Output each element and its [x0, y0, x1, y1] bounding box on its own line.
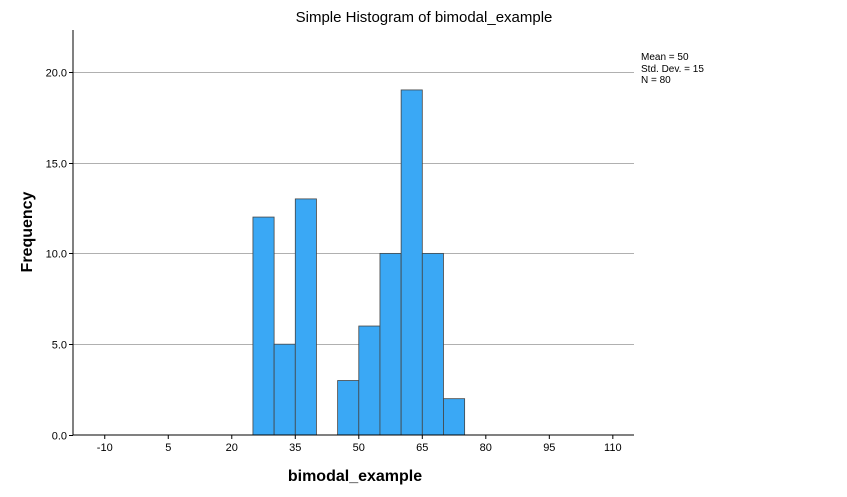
x-tick-label: 95: [543, 442, 555, 454]
x-tick-label: 35: [289, 442, 301, 454]
x-tick-label: 5: [165, 442, 171, 454]
histogram-bar: [421, 252, 444, 436]
y-tick-label: 0.0: [52, 431, 67, 443]
y-tick-label: 20.0: [46, 68, 67, 80]
y-ticks: 0.0 5.0 10.0 15.0 20.0: [46, 68, 73, 443]
x-tick-label: 65: [416, 442, 428, 454]
x-tick-label: 110: [604, 442, 622, 454]
stat-std-dev: Std. Dev. = 15: [641, 63, 704, 75]
x-tick-label: -10: [97, 442, 113, 454]
histogram-bar: [337, 380, 360, 436]
stat-mean: Mean = 50: [641, 52, 689, 63]
x-tick-label: 50: [353, 442, 365, 454]
y-tick-label: 5.0: [52, 340, 67, 352]
histogram-bar: [379, 252, 402, 436]
x-tick-label: 20: [226, 442, 238, 454]
chart-title: Simple Histogram of bimodal_example: [296, 9, 553, 26]
y-axis-label: Frequency: [19, 191, 36, 272]
histogram-bar: [294, 198, 317, 436]
stat-n: N = 80: [641, 75, 671, 86]
histogram-bar: [252, 216, 275, 436]
x-axis-label: bimodal_example: [288, 468, 422, 485]
x-tick-label: 80: [480, 442, 492, 454]
histogram-bar: [358, 325, 381, 436]
gridlines: [73, 72, 634, 345]
bars: [252, 89, 466, 436]
x-ticks: -10 5 20 35 50 65 80 95 110: [97, 435, 622, 454]
y-tick-label: 15.0: [46, 159, 67, 171]
y-tick-label: 10.0: [46, 249, 67, 261]
histogram-bar: [443, 398, 466, 436]
histogram-bar: [400, 89, 423, 436]
histogram-bar: [273, 343, 296, 436]
stats-box: Mean = 50 Std. Dev. = 15 N = 80: [641, 52, 704, 87]
